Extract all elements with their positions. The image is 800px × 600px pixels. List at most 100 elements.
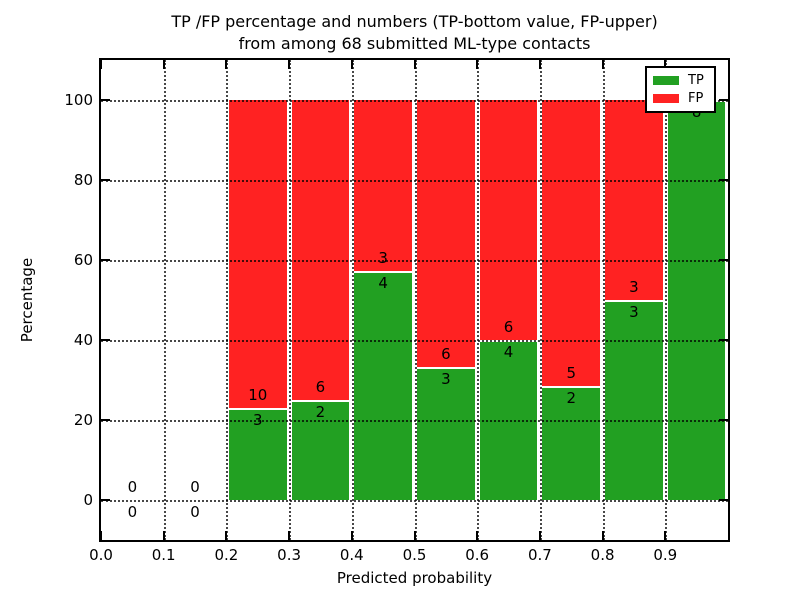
bar-count-label-fp: 5 — [566, 363, 577, 382]
chart-title: TP /FP percentage and numbers (TP-bottom… — [101, 11, 728, 55]
bar-count-label-tp: 3 — [252, 410, 263, 429]
chart-title-line2: from among 68 submitted ML-type contacts — [238, 34, 591, 53]
y-tick-label: 60 — [73, 251, 93, 269]
chart-title-line1: TP /FP percentage and numbers (TP-bottom… — [171, 12, 658, 31]
x-axis-label: Predicted probability — [336, 569, 493, 587]
x-tick-label: 0.1 — [151, 546, 176, 564]
bar-count-label-fp: 3 — [378, 249, 388, 268]
y-tick-left — [101, 179, 110, 181]
bar-segment-tp — [228, 407, 287, 500]
x-tick-top — [413, 60, 416, 69]
y-tick-right — [719, 339, 728, 341]
grid-line-vertical — [163, 60, 166, 540]
bar-count-label-tp: 3 — [441, 369, 451, 388]
bar-count-label-tp: 4 — [503, 343, 514, 361]
x-tick-label: 0.2 — [214, 546, 239, 564]
y-tick-right — [719, 99, 728, 101]
bar-count-label-fp: 3 — [629, 278, 639, 296]
bar-count-label-fp: 6 — [441, 344, 451, 363]
x-tick-bottom — [288, 531, 291, 540]
x-tick-label: 0.7 — [527, 546, 552, 564]
plot-area: 00001036234636452338 — [99, 58, 730, 542]
bar-segment-tp — [605, 300, 663, 500]
x-tick-label: 0.0 — [89, 546, 113, 564]
bar-count-label-tp: 3 — [629, 303, 639, 321]
bar-segment-fp — [291, 100, 350, 400]
bar-segment-fp — [417, 100, 475, 367]
bar-segment-tp — [354, 271, 412, 500]
bar-count-label-tp: 0 — [190, 503, 200, 521]
x-tick-top — [538, 60, 541, 69]
grid-line-vertical — [539, 60, 542, 540]
grid-line-vertical — [602, 60, 605, 540]
y-tick-left — [101, 339, 110, 341]
bar-segment-fp — [605, 100, 663, 300]
x-tick-top — [350, 60, 353, 69]
x-tick-top — [162, 60, 165, 69]
grid-line-vertical — [414, 60, 417, 540]
y-tick-label: 100 — [64, 91, 93, 109]
y-tick-right — [719, 179, 728, 181]
y-tick-left — [101, 259, 110, 261]
y-tick-right — [719, 259, 728, 261]
bar-count-label-tp: 2 — [566, 388, 577, 407]
x-tick-label: 0.9 — [653, 546, 678, 564]
bar-segment-tp — [417, 366, 475, 500]
y-tick-label: 20 — [73, 411, 93, 429]
x-tick-label: 0.8 — [590, 546, 615, 564]
grid-line-vertical — [351, 60, 354, 540]
x-tick-bottom — [162, 531, 165, 540]
x-tick-bottom — [225, 531, 228, 540]
grid-line-vertical — [665, 60, 668, 540]
x-tick-bottom — [538, 531, 541, 540]
y-tick-right — [719, 499, 728, 501]
x-tick-bottom — [601, 531, 604, 540]
grid-line-vertical — [289, 60, 292, 540]
legend-item-tp: TP — [653, 73, 708, 88]
bar-segment-fp — [542, 100, 601, 386]
legend-swatch-fp — [653, 94, 679, 104]
x-tick-bottom — [664, 531, 667, 540]
legend: TP FP — [645, 66, 716, 113]
y-tick-label: 80 — [73, 171, 93, 189]
grid-line-vertical — [477, 60, 480, 540]
bar-count-label-fp: 6 — [315, 378, 326, 396]
y-tick-right — [719, 419, 728, 421]
x-tick-label: 0.3 — [277, 546, 302, 564]
x-tick-top — [601, 60, 604, 69]
x-tick-label: 0.5 — [402, 546, 427, 564]
bar-count-label-tp: 4 — [378, 274, 388, 293]
y-tick-left — [101, 499, 110, 501]
bar-count-label-fp: 10 — [248, 385, 268, 404]
y-tick-left — [101, 99, 110, 101]
bar-segment-fp — [479, 100, 538, 340]
y-axis-label: Percentage — [18, 257, 36, 343]
y-tick-left — [101, 419, 110, 421]
x-tick-top — [288, 60, 291, 69]
x-tick-bottom — [100, 531, 102, 540]
bar-count-label-tp: 0 — [127, 503, 138, 521]
x-tick-bottom — [413, 531, 416, 540]
bar-segment-fp — [228, 100, 287, 408]
legend-item-fp: FP — [653, 91, 708, 106]
y-tick-label: 40 — [73, 331, 93, 349]
bar-count-label-fp: 0 — [127, 478, 138, 496]
x-tick-bottom — [476, 531, 479, 540]
bar-segment-fp — [354, 100, 412, 272]
legend-label-fp: FP — [688, 91, 704, 107]
x-tick-top — [476, 60, 479, 69]
y-tick-label: 0 — [83, 491, 93, 509]
legend-label-tp: TP — [688, 72, 704, 88]
grid-line-vertical — [226, 60, 229, 540]
bar-segment-tp — [667, 100, 726, 500]
bar-count-label-tp: 2 — [315, 403, 326, 421]
x-tick-top — [100, 60, 102, 69]
bar-count-label-fp: 6 — [503, 318, 514, 336]
x-tick-label: 0.6 — [465, 546, 490, 564]
legend-swatch-tp — [653, 75, 679, 85]
bar-segment-tp — [542, 385, 601, 500]
bar-segment-tp — [291, 400, 350, 500]
bar-count-label-fp: 0 — [190, 478, 200, 496]
x-tick-label: 0.4 — [339, 546, 364, 564]
